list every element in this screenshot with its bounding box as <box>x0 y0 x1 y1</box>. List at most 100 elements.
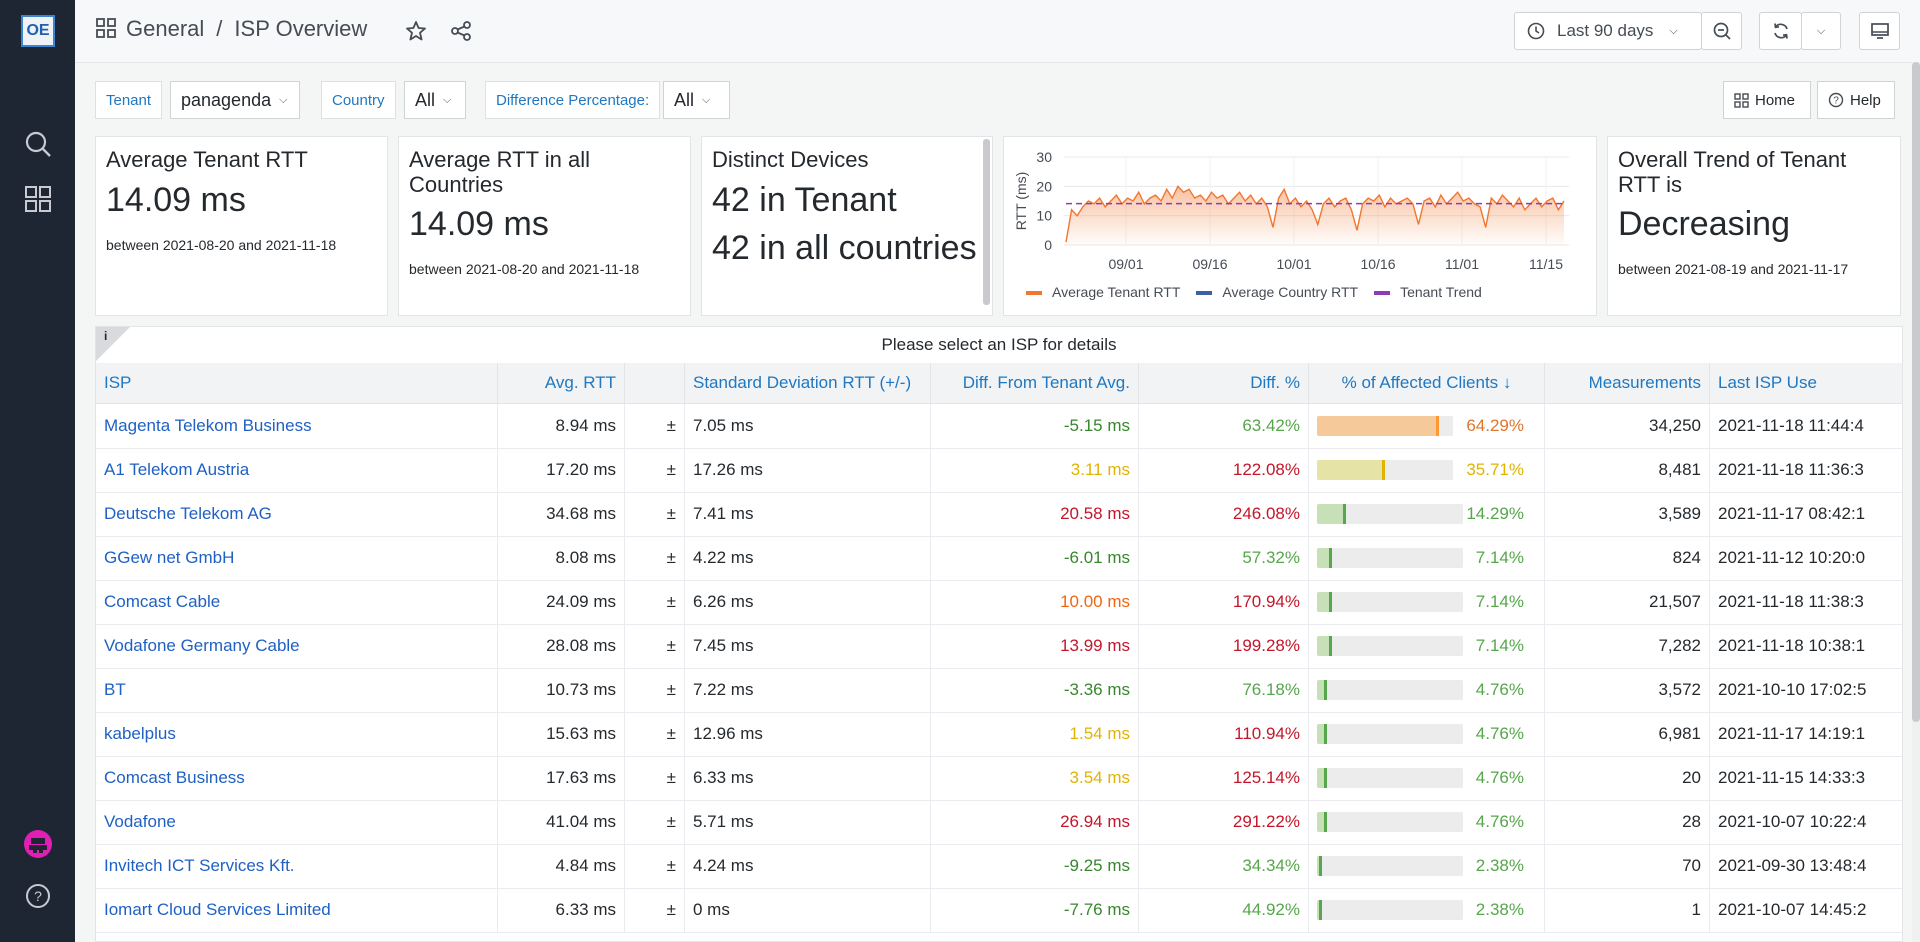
user-avatar-icon[interactable] <box>24 830 52 858</box>
isp-name-link[interactable]: BT <box>96 668 498 712</box>
bar-fill <box>1317 636 1332 656</box>
isp-name-link[interactable]: Invitech ICT Services Kft. <box>96 844 498 888</box>
column-header[interactable]: Diff. From Tenant Avg. <box>931 363 1139 403</box>
x-tick-label: 09/16 <box>1192 256 1227 272</box>
isp-name-link[interactable]: Comcast Business <box>96 756 498 800</box>
affected-clients-bar <box>1317 416 1453 436</box>
std-dev-cell: 7.22 ms <box>685 668 931 712</box>
variable-diff-percentage-select[interactable]: All ⌵ <box>663 81 730 119</box>
refresh-interval-dropdown[interactable]: ⌵ <box>1801 12 1841 50</box>
stat-value: 14.09 ms <box>409 205 549 243</box>
affected-clients-bar <box>1317 592 1463 612</box>
isp-name-link[interactable]: Magenta Telekom Business <box>96 404 498 448</box>
bar-edge <box>1319 856 1322 876</box>
last-isp-use-cell: 2021-11-18 11:44:4 <box>1710 404 1902 448</box>
breadcrumb: General / ISP Overview <box>96 16 367 42</box>
table-row[interactable]: Vodafone Germany Cable 28.08 ms ±7.45 ms 13… <box>96 624 1902 669</box>
help-icon[interactable]: ? <box>24 882 52 910</box>
isp-name-link[interactable]: Deutsche Telekom AG <box>96 492 498 536</box>
isp-name-link[interactable]: Comcast Cable <box>96 580 498 624</box>
dashboards-icon[interactable] <box>24 185 52 213</box>
last-isp-use-cell: 2021-09-30 13:48:4 <box>1710 844 1902 888</box>
column-header[interactable]: ISP <box>96 363 498 403</box>
column-header[interactable]: Avg. RTT <box>498 363 625 403</box>
share-icon[interactable] <box>450 20 472 47</box>
home-link-button[interactable]: Home <box>1723 81 1811 119</box>
time-range-picker[interactable]: Last 90 days ⌵ <box>1514 12 1702 50</box>
star-icon[interactable] <box>405 20 427 47</box>
stat-value: 14.09 ms <box>106 181 246 219</box>
y-tick-label: 0 <box>1044 237 1052 253</box>
table-row[interactable]: Magenta Telekom Business 8.94 ms ±7.05 ms -… <box>96 404 1902 449</box>
table-row[interactable]: Deutsche Telekom AG 34.68 ms ±7.41 ms 20.58… <box>96 492 1902 537</box>
variable-country-select[interactable]: All ⌵ <box>404 81 466 119</box>
breadcrumb-folder[interactable]: General <box>126 16 205 41</box>
bar-edge <box>1343 504 1346 524</box>
isp-name-link[interactable]: GGew net GmbH <box>96 536 498 580</box>
bar-edge <box>1324 768 1327 788</box>
diff-from-avg-cell: 20.58 ms <box>931 492 1139 536</box>
diff-from-avg-cell: 3.54 ms <box>931 756 1139 800</box>
table-row[interactable]: GGew net GmbH 8.08 ms ±4.22 ms -6.01 ms 57.3… <box>96 536 1902 581</box>
time-range-label: Last 90 days <box>1557 21 1654 40</box>
breadcrumb-dashboard[interactable]: ISP Overview <box>234 16 368 41</box>
table-row[interactable]: kabelplus 15.63 ms ±12.96 ms 1.54 ms 110.94%… <box>96 712 1902 757</box>
legend-item-trend[interactable]: Tenant Trend <box>1374 284 1482 300</box>
isp-name-link[interactable]: Vodafone Germany Cable <box>96 624 498 668</box>
tv-mode-button[interactable] <box>1859 12 1900 50</box>
help-link-button[interactable]: ? Help <box>1817 81 1895 119</box>
isp-name-link[interactable]: Vodafone <box>96 800 498 844</box>
table-row[interactable]: BT 10.73 ms ±7.22 ms -3.36 ms 76.18% 4.76% 3,5… <box>96 668 1902 713</box>
trend-value: Decreasing <box>1618 205 1790 243</box>
column-header[interactable]: Last ISP Use <box>1710 363 1902 403</box>
isp-name-link[interactable]: kabelplus <box>96 712 498 756</box>
diff-percent-cell: 34.34% <box>1139 844 1309 888</box>
legend-item-country[interactable]: Average Country RTT <box>1196 284 1358 300</box>
table-row[interactable]: Comcast Business 17.63 ms ±6.33 ms 3.54 ms 1… <box>96 756 1902 801</box>
chevron-down-icon: ⌵ <box>443 93 452 106</box>
isp-name-link[interactable]: A1 Telekom Austria <box>96 448 498 492</box>
isp-name-link[interactable]: Iomart Cloud Services Limited <box>96 888 498 932</box>
measurements-cell: 824 <box>1545 536 1710 580</box>
app-logo[interactable]: OE <box>21 15 55 47</box>
panel-info-corner[interactable] <box>96 327 130 361</box>
column-header[interactable]: % of Affected Clients ↓ <box>1309 363 1545 403</box>
panel-scrollbar[interactable] <box>983 139 990 305</box>
column-header[interactable]: Diff. % <box>1139 363 1309 403</box>
legend-item-tenant[interactable]: Average Tenant RTT <box>1026 284 1180 300</box>
affected-clients-percent: 4.76% <box>1475 812 1524 831</box>
avg-rtt-cell: 8.08 ms <box>498 536 625 580</box>
info-icon[interactable]: i <box>104 329 108 343</box>
column-header[interactable]: Measurements <box>1545 363 1710 403</box>
rtt-line-chart: 0 10 20 30 RTT (ms) 09/01 09/16 10/01 10/16 11/01… <box>1013 149 1569 272</box>
affected-clients-bar <box>1317 504 1463 524</box>
x-tick-label: 10/01 <box>1276 256 1311 272</box>
bar-fill <box>1317 548 1332 568</box>
bar-fill <box>1317 812 1327 832</box>
variable-tenant-select[interactable]: panagenda ⌵ <box>170 81 300 119</box>
table-row[interactable]: Vodafone 41.04 ms ±5.71 ms 26.94 ms 291.22% 4… <box>96 800 1902 845</box>
variable-diff-percentage-value: All <box>674 89 695 110</box>
page-scrollbar-thumb[interactable] <box>1912 62 1920 722</box>
bar-fill <box>1317 768 1327 788</box>
column-header[interactable]: Standard Deviation RTT (+/-) <box>685 363 931 403</box>
zoom-out-button[interactable] <box>1701 12 1742 50</box>
search-icon[interactable] <box>24 130 52 158</box>
y-tick-label: 10 <box>1036 208 1052 224</box>
table-row[interactable]: A1 Telekom Austria 17.20 ms ±17.26 ms 3.11 … <box>96 448 1902 493</box>
chevron-down-icon: ⌵ <box>1816 24 1826 37</box>
avg-rtt-cell: 8.94 ms <box>498 404 625 448</box>
chevron-down-icon: ⌵ <box>279 93 288 106</box>
table-row[interactable]: Iomart Cloud Services Limited 6.33 ms ±0 m… <box>96 888 1902 933</box>
column-header <box>625 363 685 403</box>
diff-from-avg-cell: 3.11 ms <box>931 448 1139 492</box>
bar-fill <box>1317 416 1439 436</box>
table-row[interactable]: Comcast Cable 24.09 ms ±6.26 ms 10.00 ms 170… <box>96 580 1902 625</box>
refresh-button[interactable] <box>1759 12 1802 50</box>
plus-minus-cell: ± <box>625 756 685 800</box>
diff-percent-cell: 170.94% <box>1139 580 1309 624</box>
plus-minus-cell: ± <box>625 492 685 536</box>
table-row[interactable]: Invitech ICT Services Kft. 4.84 ms ±4.24 m… <box>96 844 1902 889</box>
measurements-cell: 70 <box>1545 844 1710 888</box>
diff-from-avg-cell: 13.99 ms <box>931 624 1139 668</box>
